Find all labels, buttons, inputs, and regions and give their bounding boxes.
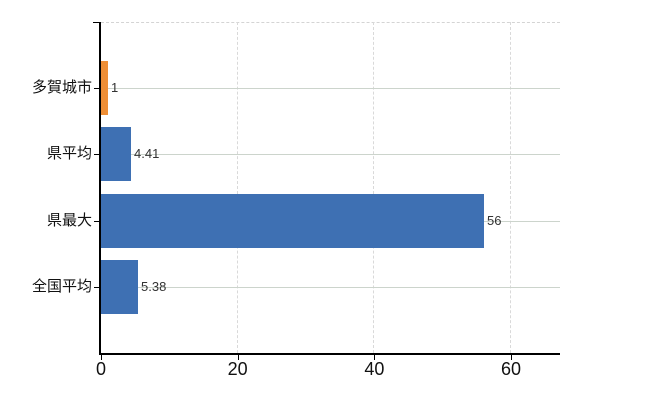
category-label: 県平均 xyxy=(46,145,92,163)
horizontal-gridline xyxy=(101,88,560,90)
y-axis-top-tick xyxy=(93,22,99,23)
horizontal-gridline xyxy=(101,286,560,288)
vertical-gridline xyxy=(373,22,375,353)
y-axis-tick xyxy=(94,220,101,222)
bar xyxy=(101,61,108,116)
vertical-gridline xyxy=(510,22,511,353)
bar-value-label: 5.38 xyxy=(141,278,167,294)
bar-value-label: 4.41 xyxy=(134,146,160,162)
x-axis-tick xyxy=(511,355,512,360)
plot-top-border xyxy=(101,22,560,23)
x-axis-tick xyxy=(237,355,239,360)
plot-area: 1 4.41 56 5.38 xyxy=(101,22,560,353)
bar xyxy=(101,193,484,248)
y-axis-tick xyxy=(94,154,101,156)
category-label: 県最大 xyxy=(46,211,92,229)
vertical-gridline xyxy=(236,22,238,353)
bar-value-label: 1 xyxy=(111,80,119,96)
x-axis-tick-label: 40 xyxy=(364,359,385,379)
x-axis-tick xyxy=(101,355,102,360)
horizontal-gridline xyxy=(101,154,560,156)
category-label: 全国平均 xyxy=(31,277,92,295)
bar xyxy=(101,259,138,314)
y-axis-line xyxy=(99,22,101,355)
y-axis-tick xyxy=(94,88,101,90)
bar xyxy=(101,127,131,182)
bar-value-label: 56 xyxy=(487,212,502,228)
x-axis-tick xyxy=(374,355,376,360)
y-axis-tick xyxy=(94,286,101,288)
x-axis-tick-label: 60 xyxy=(500,359,522,379)
x-axis-line xyxy=(99,353,560,355)
x-axis-tick-label: 20 xyxy=(227,359,248,379)
x-axis-tick-label: 0 xyxy=(95,359,107,379)
category-label: 多賀城市 xyxy=(31,79,92,97)
category-axis-labels: 多賀城市県平均県最大全国平均 xyxy=(0,0,92,400)
